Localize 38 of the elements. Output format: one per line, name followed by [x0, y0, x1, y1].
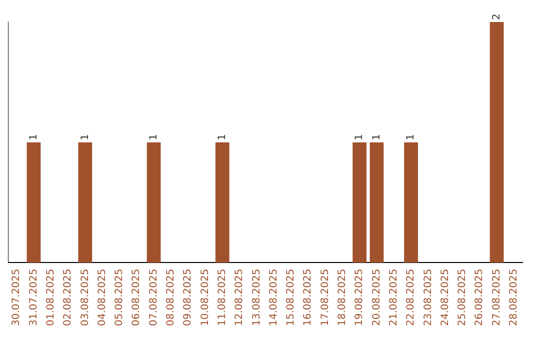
data-label: 1 [371, 134, 382, 140]
data-label: 1 [80, 134, 91, 140]
x-tick-label: 26.08.2025 [474, 268, 486, 326]
x-tick-label: 28.08.2025 [508, 268, 520, 326]
data-label: 1 [28, 134, 40, 140]
data-label: 1 [216, 134, 228, 140]
x-tick-label: 07.08.2025 [148, 268, 160, 326]
x-tick-label: 04.08.2025 [96, 268, 108, 326]
x-tick-label: 02.08.2025 [62, 268, 74, 326]
x-tick-label: 13.08.2025 [251, 268, 262, 326]
x-tick-label: 08.08.2025 [166, 268, 177, 326]
data-label: 2 [491, 14, 502, 20]
x-tick-label: 23.08.2025 [422, 268, 434, 326]
x-tick-label: 31.07.2025 [28, 268, 40, 326]
x-tick-label: 18.08.2025 [337, 268, 348, 326]
x-tick-label: 10.08.2025 [200, 268, 211, 326]
x-tick-label: 27.08.2025 [491, 268, 502, 326]
x-tick-label: 17.08.2025 [320, 268, 331, 326]
x-tick-label: 19.08.2025 [354, 268, 366, 326]
x-tick-label: 14.08.2025 [268, 268, 280, 326]
x-tick-label: 05.08.2025 [114, 268, 126, 326]
x-tick-label: 11.08.2025 [216, 268, 228, 326]
x-tick-label: 09.08.2025 [182, 268, 194, 326]
x-tick-label: 21.08.2025 [388, 268, 400, 326]
data-label: 1 [354, 134, 366, 140]
data-label: 1 [148, 134, 160, 140]
x-tick-label: 22.08.2025 [406, 268, 417, 326]
x-tick-label: 12.08.2025 [234, 268, 246, 326]
x-tick-label: 25.08.2025 [457, 268, 468, 326]
x-tick-label: 06.08.2025 [131, 268, 142, 326]
x-tick-label: 16.08.2025 [302, 268, 314, 326]
x-tick-label: 24.08.2025 [440, 268, 451, 326]
x-tick-label: 20.08.2025 [371, 268, 382, 326]
x-tick-label: 03.08.2025 [80, 268, 91, 326]
x-tick-label: 30.07.2025 [11, 268, 22, 326]
x-tick-label: 01.08.2025 [45, 268, 56, 326]
data-label: 1 [406, 134, 417, 140]
x-tick-label: 15.08.2025 [286, 268, 297, 326]
